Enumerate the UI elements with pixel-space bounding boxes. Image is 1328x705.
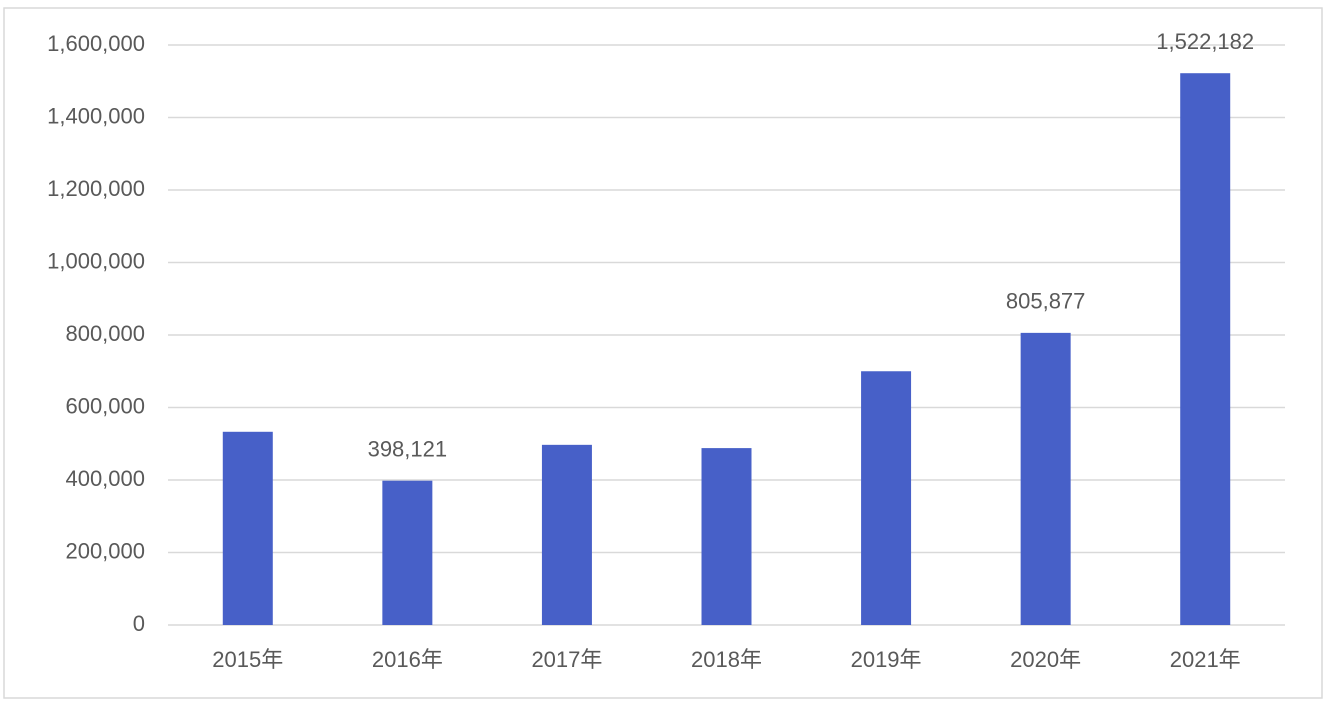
- y-tick-label: 1,400,000: [47, 103, 145, 128]
- bar: [1180, 73, 1231, 625]
- y-tick-label: 800,000: [65, 321, 145, 346]
- y-tick-label: 0: [133, 611, 145, 636]
- x-tick-label: 2016年: [372, 647, 443, 672]
- y-tick-label: 400,000: [65, 466, 145, 491]
- x-tick-label: 2020年: [1010, 647, 1081, 672]
- bar: [541, 444, 592, 625]
- y-tick-label: 1,200,000: [47, 176, 145, 201]
- bar: [382, 480, 433, 625]
- x-tick-label: 2019年: [851, 647, 922, 672]
- bar: [701, 448, 752, 625]
- y-tick-label: 600,000: [65, 393, 145, 418]
- y-tick-label: 200,000: [65, 538, 145, 563]
- data-label: 398,121: [368, 436, 448, 461]
- bar: [861, 371, 912, 625]
- x-tick-label: 2017年: [531, 647, 602, 672]
- chart-frame: [3, 7, 1323, 699]
- bar: [1020, 332, 1071, 625]
- bar: [222, 431, 273, 625]
- x-tick-label: 2018年: [691, 647, 762, 672]
- x-tick-label: 2021年: [1170, 647, 1241, 672]
- y-tick-label: 1,600,000: [47, 31, 145, 56]
- y-tick-label: 1,000,000: [47, 248, 145, 273]
- data-label: 805,877: [1006, 289, 1086, 314]
- x-tick-label: 2015年: [212, 647, 283, 672]
- data-label: 1,522,182: [1156, 29, 1254, 54]
